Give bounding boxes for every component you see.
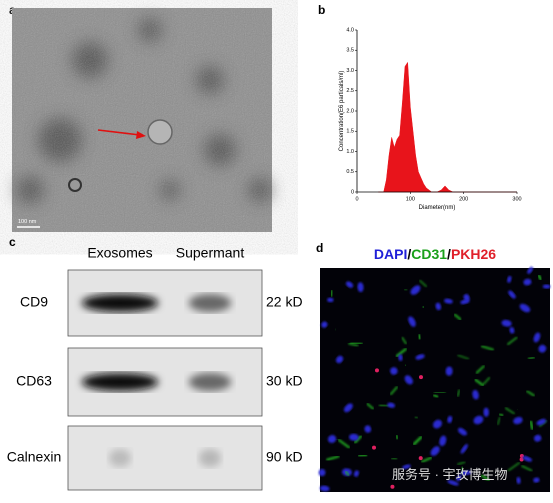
y-axis-label: Concentration(E6 particals/ml) [339,71,345,152]
vessel [396,435,397,438]
watermark: 服务号 · 宇玫博生物 [392,467,508,482]
vessel [359,455,367,456]
x-tick-label: 100 [406,196,415,202]
y-tick-label: 3.5 [346,48,354,54]
x-tick-label: 300 [512,196,521,202]
scale-bar: 100 nm [18,219,37,225]
tem-image: 100 nm [12,8,272,232]
size-label: 30 kD [266,373,303,389]
pkh-spot [419,375,423,379]
vessel [405,289,407,290]
row-label: CD9 [20,294,48,310]
y-tick-label: 2.0 [346,108,354,114]
stain-name: DAPI [374,246,407,262]
y-tick-label: 1.0 [346,149,354,155]
row-label: CD63 [16,373,52,389]
vessel [331,291,332,297]
size-label: 22 kD [266,294,303,310]
blot-band [189,373,232,391]
blot-band [82,294,159,312]
panel-label: d [316,241,323,255]
y-tick-label: 0 [351,189,354,195]
pkh-spot [372,446,376,450]
size-distribution-chart: 0 0.5 1.0 1.5 2.0 2.5 3.0 3.5 4.0 0 100 200 300 Diame… [339,27,522,211]
x-axis-label: Diameter(nm) [419,205,456,211]
stain-name: PKH26 [451,246,496,262]
y-tick-label: 4.0 [346,27,354,33]
panel-label: b [318,3,325,17]
blot-band [109,449,131,467]
stain-name: CD31 [411,246,447,262]
western-blot: Exosomes Supermant CD9 22 kD CD63 30 kD Calnex… [7,245,303,490]
vessel [423,307,424,308]
row-label: Calnexin [7,449,61,465]
y-tick-label: 1.5 [346,129,354,135]
blot-strip [68,426,262,490]
column-label: Exosomes [87,245,152,261]
pkh-spot [390,485,394,489]
column-label: Supermant [176,245,245,261]
stain-legend: DAPI/CD31/PKH26 [374,246,496,262]
fluorescence-image [318,266,550,492]
x-tick-label: 200 [459,196,468,202]
y-tick-label: 3.0 [346,68,354,74]
area [378,62,517,192]
blot-band [199,449,221,467]
y-tick-label: 0.5 [346,169,354,175]
panel-label: c [9,235,16,249]
pkh-spot [419,456,423,460]
blot-band [82,373,159,391]
vessel [392,458,397,459]
size-label: 90 kD [266,449,303,465]
vessel [419,335,420,339]
x-tick-label: 0 [355,196,358,202]
y-tick-label: 2.5 [346,88,354,94]
pkh-spot [375,368,379,372]
blot-band [189,294,232,312]
vessel [351,343,362,344]
